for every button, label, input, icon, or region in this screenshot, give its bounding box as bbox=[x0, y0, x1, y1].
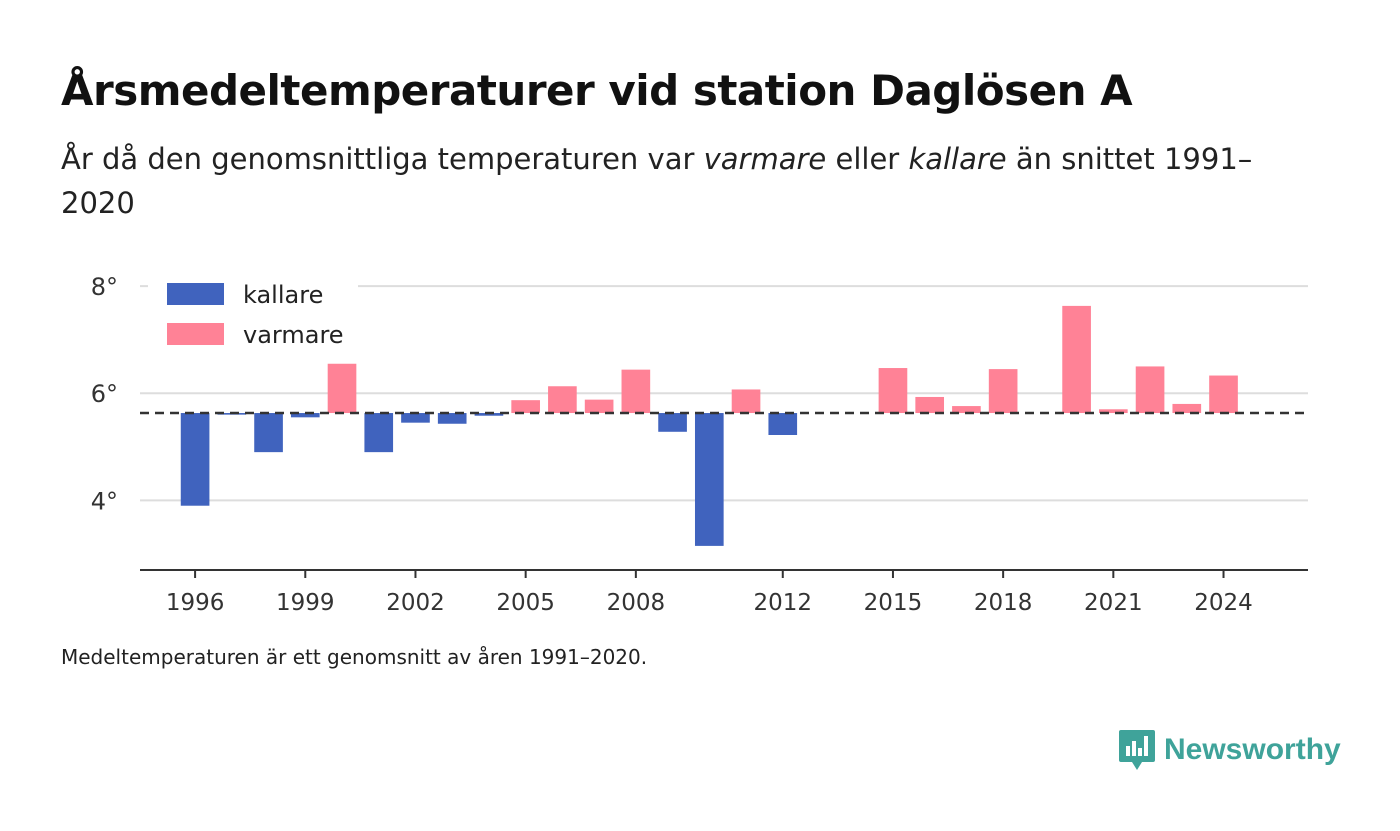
chart-subtitle: År då den genomsnittliga temperaturen va… bbox=[61, 137, 1311, 225]
bar-warmer bbox=[1062, 305, 1091, 414]
bar-warmer bbox=[878, 368, 908, 414]
x-tick-label: 2002 bbox=[386, 590, 445, 616]
x-tick-label: 2012 bbox=[753, 590, 812, 616]
x-tick-label: 1996 bbox=[166, 590, 225, 616]
bar-colder bbox=[658, 413, 687, 432]
subtitle-text-3: än snittet 1991–2020 bbox=[61, 142, 1253, 220]
bar-warmer bbox=[1135, 366, 1165, 414]
subtitle-emphasis-colder: kallare bbox=[908, 142, 1007, 176]
subtitle-emphasis-warmer: varmare bbox=[703, 142, 827, 176]
bar-warmer bbox=[1209, 375, 1238, 414]
brand-name: Newsworthy bbox=[1164, 733, 1341, 766]
x-tick-label: 2021 bbox=[1084, 590, 1143, 616]
bar-warmer bbox=[1172, 403, 1202, 414]
bar-warmer bbox=[548, 386, 577, 414]
bar-colder bbox=[694, 413, 724, 546]
y-tick-label: 6° bbox=[91, 380, 118, 408]
chart-title: Årsmedeltemperaturer vid station Daglöse… bbox=[61, 66, 1133, 115]
bar-colder bbox=[364, 413, 394, 453]
bar-warmer bbox=[327, 363, 357, 414]
bar-colder bbox=[290, 413, 320, 418]
bar-warmer bbox=[731, 389, 761, 414]
x-tick-label: 2005 bbox=[496, 590, 555, 616]
bar-warmer bbox=[511, 400, 540, 414]
legend-label: varmare bbox=[243, 321, 344, 349]
x-tick-label: 2024 bbox=[1194, 590, 1253, 616]
bar-warmer bbox=[584, 399, 614, 414]
bar-colder bbox=[437, 413, 467, 424]
bar-colder bbox=[180, 413, 210, 506]
brand-logo: Newsworthy bbox=[1118, 728, 1341, 772]
y-tick-label: 4° bbox=[91, 487, 118, 515]
legend-swatch bbox=[167, 283, 224, 305]
bar-colder bbox=[474, 413, 504, 416]
x-tick-label: 2015 bbox=[864, 590, 923, 616]
x-tick-label: 2018 bbox=[974, 590, 1033, 616]
y-tick-label: 8° bbox=[91, 273, 118, 301]
bar-warmer bbox=[915, 396, 945, 414]
bar-colder bbox=[401, 413, 430, 423]
newsworthy-logo-icon bbox=[1119, 730, 1155, 770]
legend-swatch bbox=[167, 323, 224, 345]
chart-footnote: Medeltemperaturen är ett genomsnitt av å… bbox=[61, 645, 648, 669]
bar-warmer bbox=[952, 406, 981, 414]
bar-colder bbox=[254, 413, 283, 453]
bar-warmer bbox=[621, 369, 651, 414]
bar-colder bbox=[768, 413, 798, 435]
subtitle-text-2: eller bbox=[826, 142, 909, 176]
legend-label: kallare bbox=[243, 281, 323, 309]
bar-warmer bbox=[1099, 409, 1128, 414]
x-tick-label: 2008 bbox=[607, 590, 666, 616]
x-tick-label: 1999 bbox=[276, 590, 335, 616]
bar-warmer bbox=[988, 369, 1018, 414]
subtitle-text-1: År då den genomsnittliga temperaturen va… bbox=[61, 142, 704, 176]
